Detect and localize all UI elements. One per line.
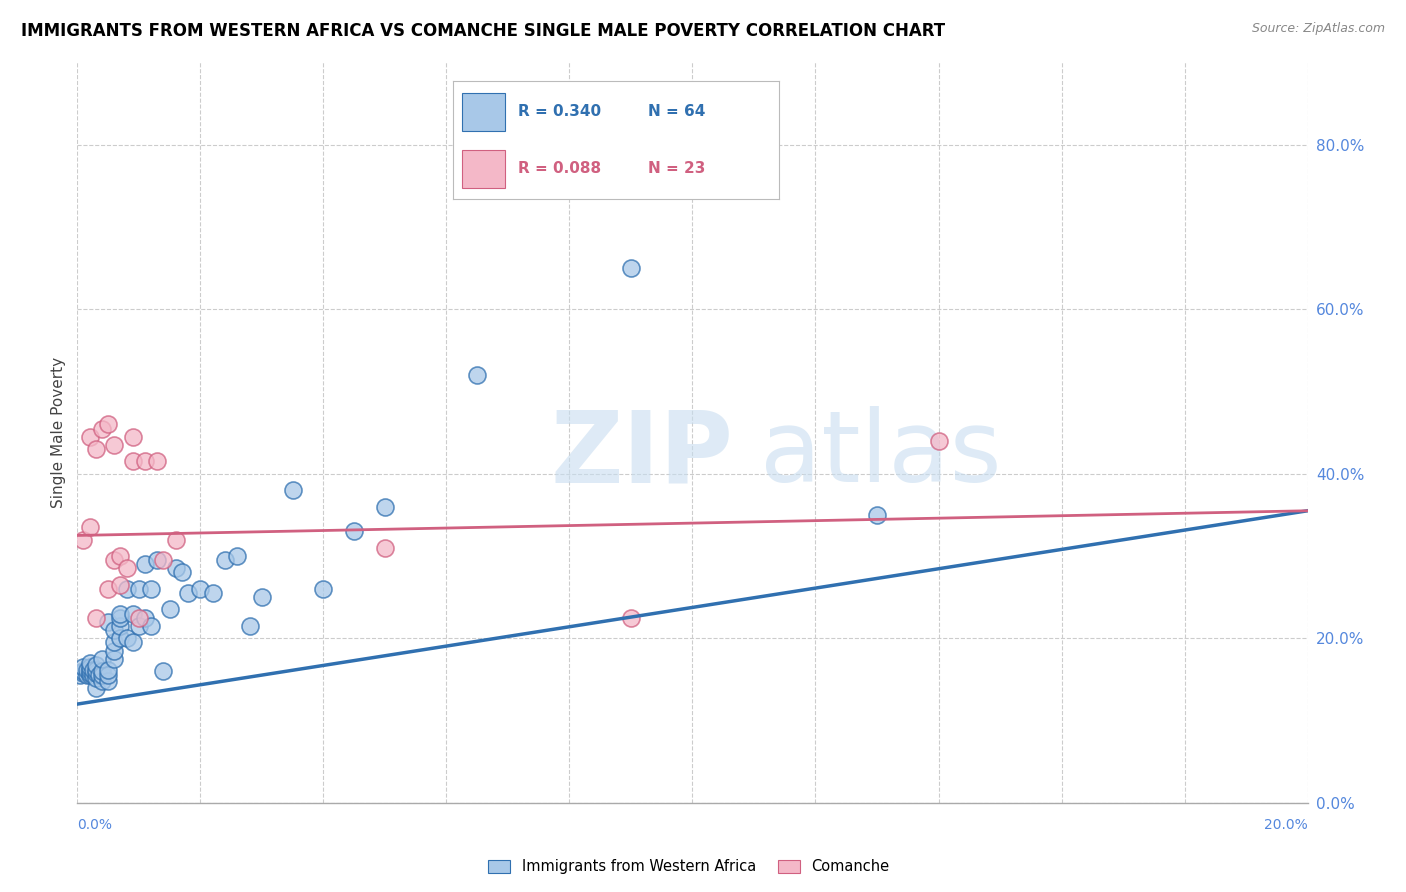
Point — [103, 643, 125, 657]
Point — [84, 671, 107, 685]
Point — [84, 611, 107, 625]
Point — [374, 541, 396, 555]
Point — [90, 674, 114, 689]
Point — [97, 582, 120, 596]
Point — [620, 611, 643, 625]
Point — [110, 611, 132, 625]
Point — [76, 663, 98, 677]
Point — [97, 674, 120, 689]
Point — [128, 611, 150, 625]
Point — [312, 582, 335, 596]
Point — [76, 668, 98, 682]
Text: 0.0%: 0.0% — [77, 818, 112, 832]
Point — [103, 553, 125, 567]
Text: Source: ZipAtlas.com: Source: ZipAtlas.com — [1251, 22, 1385, 36]
Point — [103, 635, 125, 649]
Point — [90, 421, 114, 435]
Point — [79, 520, 101, 534]
Point — [84, 663, 107, 677]
Point — [134, 454, 156, 468]
Y-axis label: Single Male Poverty: Single Male Poverty — [51, 357, 66, 508]
Point — [72, 660, 94, 674]
Point — [214, 553, 236, 567]
Point — [79, 430, 101, 444]
Point — [121, 607, 143, 621]
Point — [121, 635, 143, 649]
Point — [177, 586, 200, 600]
Point — [134, 558, 156, 572]
Point — [110, 578, 132, 592]
Point — [103, 623, 125, 637]
Point — [90, 668, 114, 682]
Point — [134, 611, 156, 625]
Point — [82, 663, 104, 677]
Point — [226, 549, 249, 563]
Point — [79, 663, 101, 677]
Point — [97, 668, 120, 682]
Point — [201, 586, 224, 600]
Point — [159, 602, 181, 616]
Point — [121, 430, 143, 444]
Point — [110, 632, 132, 646]
Point — [281, 483, 304, 498]
Point — [374, 500, 396, 514]
Point — [72, 665, 94, 680]
Point — [465, 368, 488, 382]
Point — [152, 553, 174, 567]
Point — [141, 582, 163, 596]
Point — [110, 607, 132, 621]
Point — [170, 566, 193, 580]
Point — [343, 524, 366, 539]
Point — [121, 454, 143, 468]
Text: ZIP: ZIP — [551, 407, 734, 503]
Point — [72, 533, 94, 547]
Point — [866, 508, 889, 522]
Point — [79, 660, 101, 674]
Point — [84, 681, 107, 695]
Point — [72, 664, 94, 678]
Legend: Immigrants from Western Africa, Comanche: Immigrants from Western Africa, Comanche — [482, 854, 896, 880]
Point — [250, 590, 273, 604]
Point — [82, 668, 104, 682]
Point — [239, 619, 262, 633]
Text: 20.0%: 20.0% — [1264, 818, 1308, 832]
Point — [97, 615, 120, 629]
Point — [188, 582, 212, 596]
Point — [103, 438, 125, 452]
Point — [84, 442, 107, 456]
Point — [87, 668, 110, 682]
Point — [165, 533, 187, 547]
Point — [128, 582, 150, 596]
Point — [928, 434, 950, 448]
Point — [103, 652, 125, 666]
Point — [97, 417, 120, 432]
Point — [115, 561, 138, 575]
Point — [79, 665, 101, 680]
Point — [141, 619, 163, 633]
Point — [115, 632, 138, 646]
Point — [152, 664, 174, 678]
Point — [620, 261, 643, 276]
Text: IMMIGRANTS FROM WESTERN AFRICA VS COMANCHE SINGLE MALE POVERTY CORRELATION CHART: IMMIGRANTS FROM WESTERN AFRICA VS COMANC… — [21, 22, 945, 40]
Point — [90, 652, 114, 666]
Point — [110, 549, 132, 563]
Point — [165, 561, 187, 575]
Point — [110, 619, 132, 633]
Point — [146, 454, 169, 468]
Point — [69, 668, 91, 682]
Point — [97, 663, 120, 677]
Point — [84, 657, 107, 672]
Point — [84, 665, 107, 680]
Point — [90, 664, 114, 678]
Point — [146, 553, 169, 567]
Point — [115, 582, 138, 596]
Point — [128, 619, 150, 633]
Point — [79, 656, 101, 670]
Point — [79, 668, 101, 682]
Text: atlas: atlas — [761, 407, 1001, 503]
